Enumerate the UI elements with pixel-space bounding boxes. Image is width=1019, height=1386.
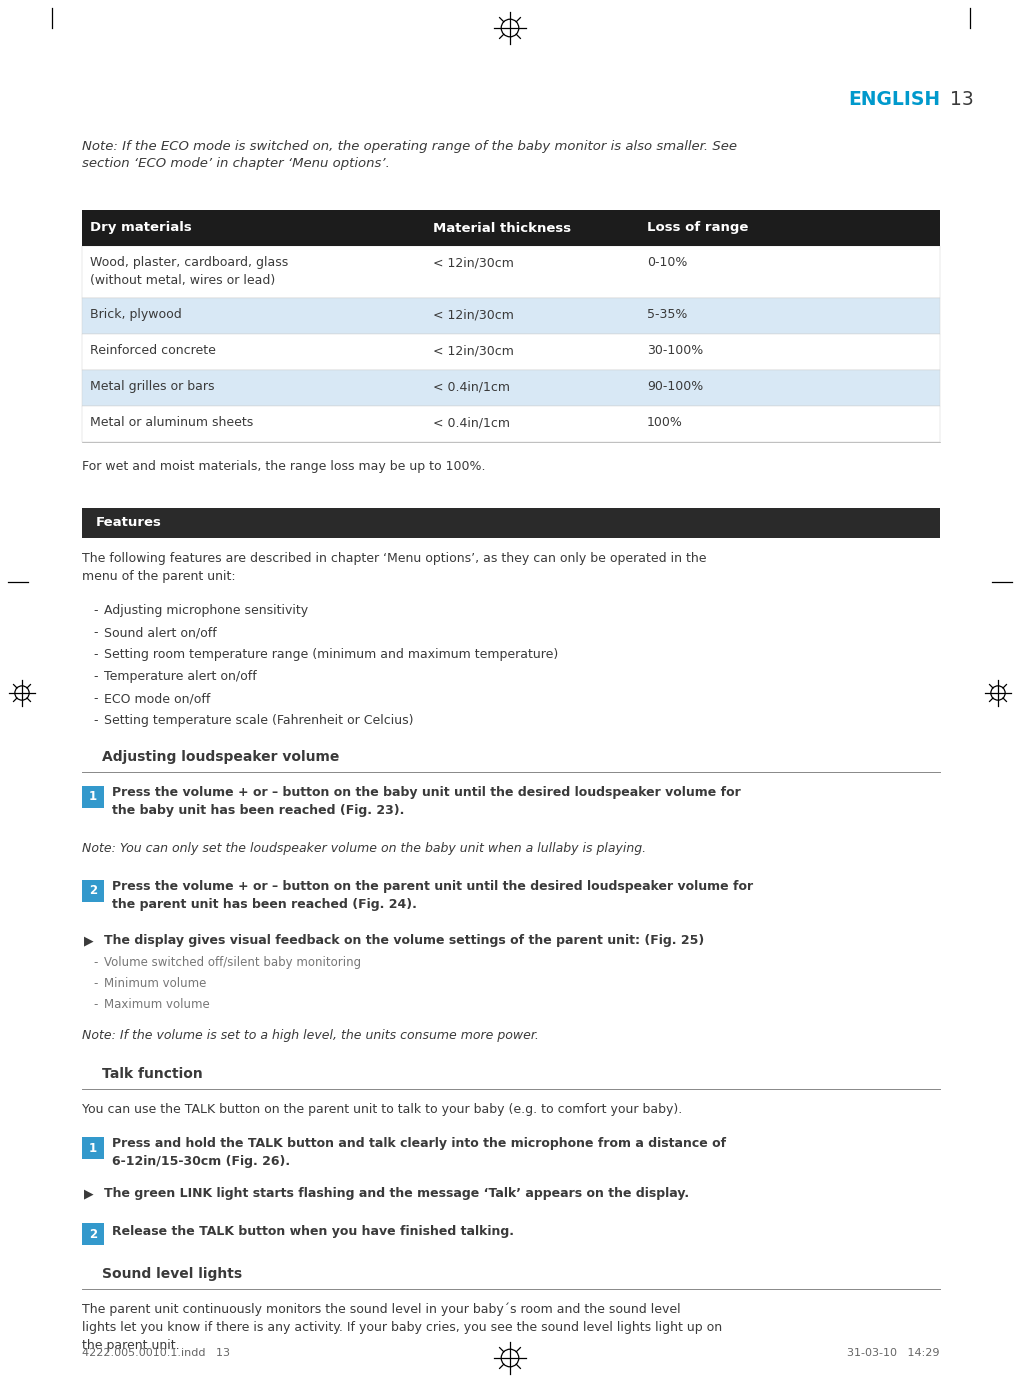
Text: Metal grilles or bars: Metal grilles or bars — [90, 380, 214, 394]
Text: Note: If the ECO mode is switched on, the operating range of the baby monitor is: Note: If the ECO mode is switched on, th… — [82, 140, 737, 170]
Text: Sound level lights: Sound level lights — [102, 1267, 242, 1281]
Text: Note: If the volume is set to a high level, the units consume more power.: Note: If the volume is set to a high lev… — [82, 1028, 538, 1042]
Text: < 12in/30cm: < 12in/30cm — [433, 256, 514, 269]
Text: Setting room temperature range (minimum and maximum temperature): Setting room temperature range (minimum … — [104, 649, 557, 661]
Text: (without metal, wires or lead): (without metal, wires or lead) — [90, 274, 275, 287]
Text: 100%: 100% — [646, 416, 682, 430]
Text: The green LINK light starts flashing and the message ‘Talk’ appears on the displ: The green LINK light starts flashing and… — [104, 1186, 689, 1200]
Text: Talk function: Talk function — [102, 1067, 203, 1081]
FancyBboxPatch shape — [82, 211, 940, 245]
FancyBboxPatch shape — [82, 509, 940, 538]
Text: The parent unit continuously monitors the sound level in your baby´s room and th: The parent unit continuously monitors th… — [82, 1303, 721, 1353]
FancyBboxPatch shape — [82, 1222, 104, 1245]
Text: -: - — [94, 669, 98, 683]
Text: Press the volume + or – button on the baby unit until the desired loudspeaker vo: Press the volume + or – button on the ba… — [112, 786, 740, 816]
Text: Features: Features — [96, 517, 162, 529]
Text: 90-100%: 90-100% — [646, 380, 702, 394]
Text: < 0.4in/1cm: < 0.4in/1cm — [433, 380, 510, 394]
Text: Volume switched off/silent baby monitoring: Volume switched off/silent baby monitori… — [104, 956, 361, 969]
Text: For wet and moist materials, the range loss may be up to 100%.: For wet and moist materials, the range l… — [82, 460, 485, 473]
Text: ▶: ▶ — [84, 934, 94, 947]
Text: 2: 2 — [89, 884, 97, 898]
Text: 4222.005.0010.1.indd   13: 4222.005.0010.1.indd 13 — [82, 1349, 229, 1358]
FancyBboxPatch shape — [82, 245, 940, 298]
Text: 1: 1 — [89, 790, 97, 804]
Text: Material thickness: Material thickness — [433, 222, 571, 234]
Text: ENGLISH: ENGLISH — [847, 90, 940, 109]
Text: 13: 13 — [943, 90, 973, 109]
Text: 5-35%: 5-35% — [646, 308, 687, 322]
Text: -: - — [94, 626, 98, 639]
Text: -: - — [94, 604, 98, 617]
FancyBboxPatch shape — [82, 880, 104, 902]
Text: Note: You can only set the loudspeaker volume on the baby unit when a lullaby is: Note: You can only set the loudspeaker v… — [82, 843, 645, 855]
Text: The display gives visual feedback on the volume settings of the parent unit: (Fi: The display gives visual feedback on the… — [104, 934, 703, 947]
Text: 1: 1 — [89, 1142, 97, 1155]
Text: Brick, plywood: Brick, plywood — [90, 308, 181, 322]
Text: Metal or aluminum sheets: Metal or aluminum sheets — [90, 416, 253, 430]
FancyBboxPatch shape — [82, 786, 104, 808]
Text: Wood, plaster, cardboard, glass: Wood, plaster, cardboard, glass — [90, 256, 288, 269]
Text: -: - — [94, 692, 98, 705]
Text: ▶: ▶ — [84, 1186, 94, 1200]
Text: Sound alert on/off: Sound alert on/off — [104, 626, 217, 639]
Text: 2: 2 — [89, 1228, 97, 1240]
Text: Minimum volume: Minimum volume — [104, 977, 206, 990]
Text: Reinforced concrete: Reinforced concrete — [90, 344, 216, 358]
Text: ECO mode on/off: ECO mode on/off — [104, 692, 210, 705]
Text: -: - — [94, 977, 98, 990]
Text: 31-03-10   14:29: 31-03-10 14:29 — [847, 1349, 940, 1358]
Text: Setting temperature scale (Fahrenheit or Celcius): Setting temperature scale (Fahrenheit or… — [104, 714, 413, 728]
Text: -: - — [94, 649, 98, 661]
Text: 0-10%: 0-10% — [646, 256, 687, 269]
Text: Adjusting microphone sensitivity: Adjusting microphone sensitivity — [104, 604, 308, 617]
FancyBboxPatch shape — [82, 406, 940, 442]
Text: < 12in/30cm: < 12in/30cm — [433, 308, 514, 322]
Text: < 0.4in/1cm: < 0.4in/1cm — [433, 416, 510, 430]
Text: -: - — [94, 714, 98, 728]
Text: Release the TALK button when you have finished talking.: Release the TALK button when you have fi… — [112, 1225, 514, 1238]
Text: Press the volume + or – button on the parent unit until the desired loudspeaker : Press the volume + or – button on the pa… — [112, 880, 752, 911]
Text: Loss of range: Loss of range — [646, 222, 748, 234]
Text: -: - — [94, 998, 98, 1010]
Text: < 12in/30cm: < 12in/30cm — [433, 344, 514, 358]
Text: Press and hold the TALK button and talk clearly into the microphone from a dista: Press and hold the TALK button and talk … — [112, 1137, 726, 1168]
Text: 30-100%: 30-100% — [646, 344, 702, 358]
Text: -: - — [94, 956, 98, 969]
Text: Dry materials: Dry materials — [90, 222, 192, 234]
Text: Adjusting loudspeaker volume: Adjusting loudspeaker volume — [102, 750, 339, 764]
Text: Temperature alert on/off: Temperature alert on/off — [104, 669, 257, 683]
FancyBboxPatch shape — [82, 1137, 104, 1159]
Text: Maximum volume: Maximum volume — [104, 998, 210, 1010]
FancyBboxPatch shape — [82, 334, 940, 370]
FancyBboxPatch shape — [82, 298, 940, 334]
FancyBboxPatch shape — [82, 370, 940, 406]
Text: You can use the TALK button on the parent unit to talk to your baby (e.g. to com: You can use the TALK button on the paren… — [82, 1103, 682, 1116]
Text: The following features are described in chapter ‘Menu options’, as they can only: The following features are described in … — [82, 552, 706, 584]
